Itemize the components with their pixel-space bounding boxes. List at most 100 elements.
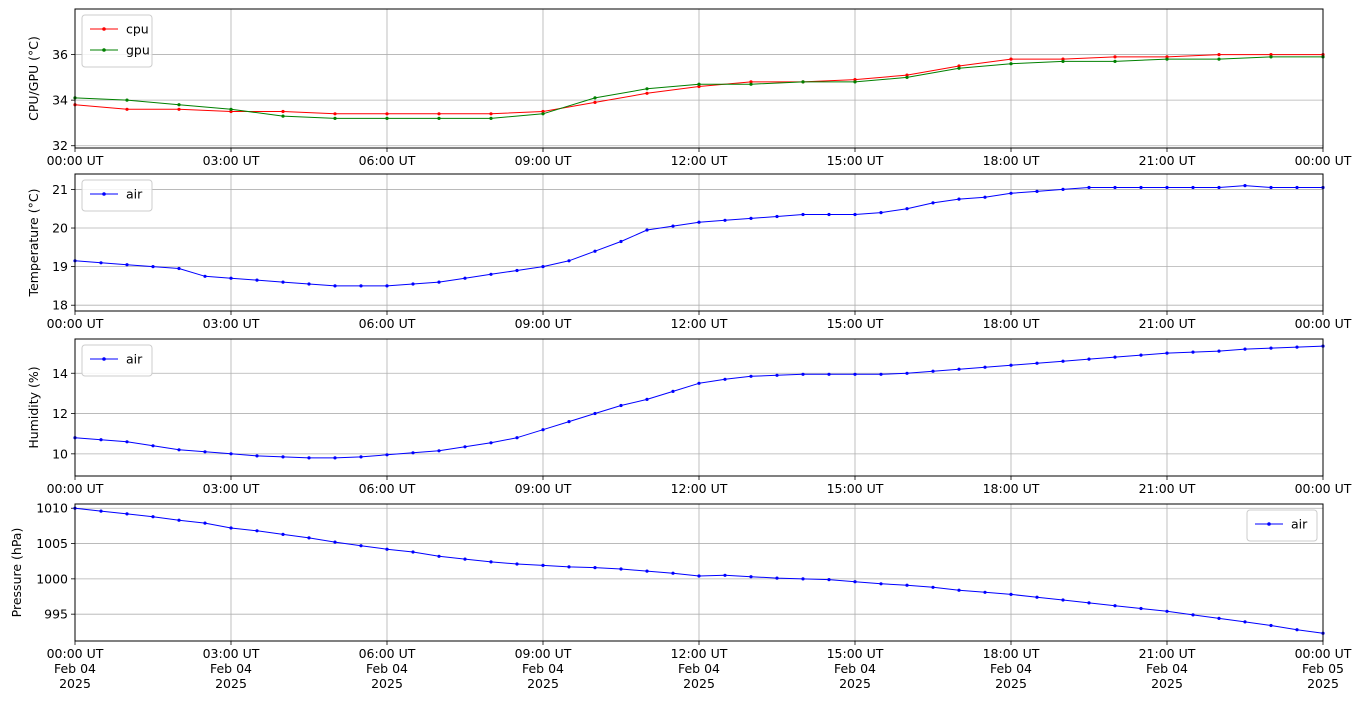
data-point (1165, 185, 1169, 190)
data-point (645, 228, 649, 232)
data-point (333, 456, 337, 460)
data-point (671, 389, 675, 393)
x-tick-label: 06:00 UT Feb 04 2025 (359, 646, 416, 691)
y-tick-label: 12 (52, 406, 68, 421)
x-tick-label: 06:00 UT (359, 481, 416, 496)
y-tick-label: 19 (52, 259, 68, 274)
x-tick-label: 15:00 UT Feb 04 2025 (827, 646, 884, 691)
y-tick-label: 1005 (36, 536, 68, 551)
data-point (697, 220, 701, 224)
data-point (1217, 349, 1221, 353)
y-tick-label: 18 (52, 298, 68, 313)
data-point (1009, 57, 1013, 61)
plot-frame (74, 338, 1324, 477)
data-point (359, 284, 363, 288)
data-point (229, 452, 233, 456)
data-point (333, 112, 337, 116)
x-tick-label: 03:00 UT Feb 04 2025 (203, 646, 260, 691)
data-point (281, 532, 285, 537)
data-point (593, 100, 597, 104)
legend-label: air (126, 187, 143, 202)
legend-label: gpu (126, 43, 150, 58)
data-point (411, 550, 415, 554)
legend-label: air (126, 352, 143, 367)
data-point (541, 265, 545, 269)
data-point (801, 577, 805, 581)
data-point (827, 372, 831, 376)
data-point (931, 369, 935, 373)
data-point (697, 574, 701, 578)
x-tick-label: 09:00 UT (515, 316, 572, 331)
data-point (177, 103, 181, 107)
y-tick-label: 36 (52, 47, 68, 62)
data-point (957, 64, 961, 68)
data-point (1061, 57, 1065, 61)
data-point (229, 109, 233, 114)
data-point (775, 576, 779, 580)
data-point (125, 512, 129, 516)
x-tick-label: 06:00 UT (359, 316, 416, 331)
data-point (463, 557, 467, 561)
x-tick-label: 18:00 UT Feb 04 2025 (983, 646, 1040, 691)
x-tick-label: 12:00 UT (671, 481, 728, 496)
data-point (1139, 185, 1143, 190)
data-point (1061, 59, 1065, 64)
legend-marker (102, 192, 106, 196)
x-tick-label: 03:00 UT (203, 153, 260, 168)
data-point (229, 107, 233, 111)
data-point (541, 112, 545, 116)
data-point (645, 91, 649, 95)
data-point (229, 526, 233, 530)
data-point (411, 282, 415, 286)
x-tick-label: 00:00 UT Feb 04 2025 (47, 646, 104, 691)
y-axis-label: Temperature (°C) (26, 189, 41, 298)
data-point (151, 444, 155, 448)
x-tick-label: 15:00 UT (827, 481, 884, 496)
data-point (99, 261, 103, 265)
data-point (515, 436, 519, 440)
data-point (177, 266, 181, 271)
data-point (853, 78, 857, 82)
data-point (151, 515, 155, 519)
data-point (1269, 55, 1273, 59)
y-tick-label: 1000 (36, 571, 68, 586)
data-point (619, 403, 623, 408)
data-point (281, 280, 285, 284)
data-point (749, 575, 753, 579)
data-point (307, 456, 311, 460)
data-point (905, 73, 909, 77)
series-air (73, 506, 1325, 635)
x-tick-label: 00:00 UT (47, 153, 104, 168)
x-tick-label: 00:00 UT (1295, 153, 1352, 168)
data-point (1165, 351, 1169, 355)
data-point (125, 263, 129, 267)
data-point (1009, 363, 1013, 367)
data-point (385, 453, 389, 457)
data-point (203, 274, 207, 278)
data-point (853, 580, 857, 584)
data-point (1165, 57, 1169, 61)
data-point (125, 107, 129, 111)
series-air (73, 184, 1325, 288)
data-point (957, 197, 961, 201)
data-point (307, 282, 311, 286)
data-point (1061, 359, 1065, 363)
data-point (1269, 346, 1273, 350)
data-point (1269, 185, 1273, 190)
x-tick-label: 03:00 UT (203, 481, 260, 496)
data-point (1035, 361, 1039, 365)
data-point (905, 207, 909, 211)
x-tick-label: 12:00 UT (671, 153, 728, 168)
y-tick-label: 20 (52, 221, 68, 236)
data-point (281, 109, 285, 114)
data-point (1035, 595, 1039, 599)
data-point (333, 540, 337, 544)
x-tick-label: 09:00 UT (515, 153, 572, 168)
chart-panel-1: 00:00 UT 03:00 UT 06:00 UT 09:00 UT 12:00 UT… (26, 8, 1352, 168)
y-axis-label: Pressure (hPa) (9, 528, 24, 618)
data-point (749, 216, 753, 220)
data-point (281, 114, 285, 118)
data-point (437, 116, 441, 120)
data-point (775, 214, 779, 219)
